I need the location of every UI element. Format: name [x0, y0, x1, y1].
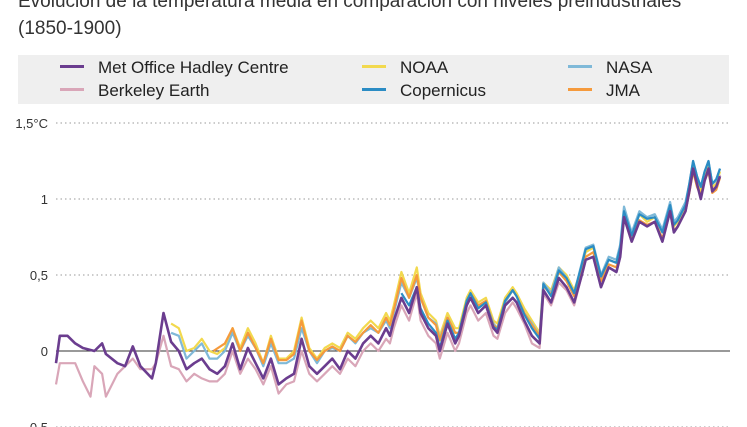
series-lines	[54, 159, 722, 398]
legend-label-met-office: Met Office Hadley Centre	[98, 58, 289, 77]
legend-label-berkeley: Berkeley Earth	[98, 81, 210, 100]
legend-item-noaa: NOAA	[362, 57, 448, 79]
y-tick-label-4: -0,5	[26, 420, 48, 427]
legend-swatch-jma	[568, 88, 592, 92]
series-line-jma	[212, 170, 722, 365]
legend-item-met-office: Met Office Hadley Centre	[60, 57, 289, 79]
legend-swatch-met-office	[60, 65, 84, 69]
y-tick-label-0: 1,5°C	[15, 116, 48, 131]
y-tick-label-1: 1	[41, 192, 48, 207]
legend-swatch-noaa	[362, 65, 386, 69]
series-line-nasa	[170, 159, 722, 368]
legend: Met Office Hadley Centre NOAA NASA Berke…	[18, 55, 729, 104]
legend-item-berkeley: Berkeley Earth	[60, 80, 210, 102]
y-tick-label-3: 0	[41, 344, 48, 359]
legend-swatch-nasa	[568, 65, 592, 69]
y-tick-label-2: 0,5	[30, 268, 48, 283]
series-line-met-office-hadley-centre	[54, 167, 722, 386]
legend-swatch-copernicus	[362, 88, 386, 92]
legend-swatch-berkeley	[60, 88, 84, 92]
legend-item-copernicus: Copernicus	[362, 80, 486, 102]
legend-item-nasa: NASA	[568, 57, 652, 79]
legend-label-jma: JMA	[606, 81, 640, 100]
legend-label-copernicus: Copernicus	[400, 81, 486, 100]
grid	[56, 122, 730, 427]
y-axis: 1,5°C 1 0,5 0 -0,5	[15, 116, 48, 427]
legend-item-jma: JMA	[568, 80, 640, 102]
legend-label-nasa: NASA	[606, 58, 653, 77]
chart-title: Evolución de la temperatura media en com…	[18, 0, 682, 39]
legend-label-noaa: NOAA	[400, 58, 449, 77]
